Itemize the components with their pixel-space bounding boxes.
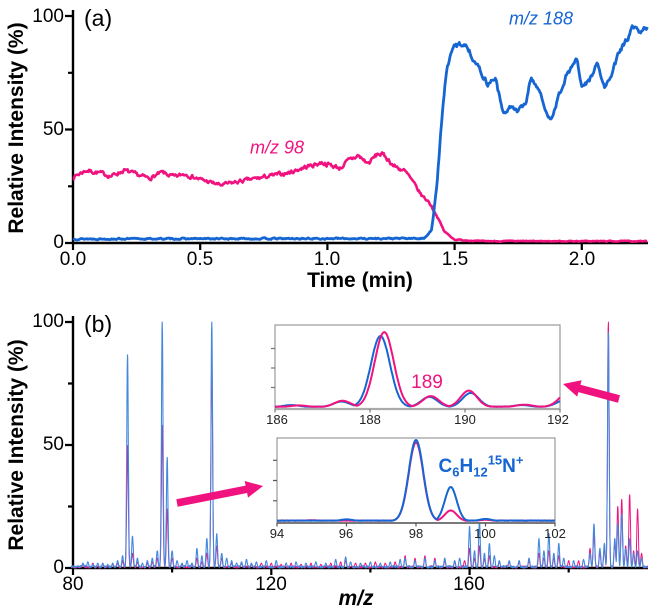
inset-188-xtick-192: 192 [547,412,569,427]
panel-b-tick-marks [65,320,570,575]
annotation-ion-formula: C6H1215N+ [439,452,524,479]
inset-188 [271,324,561,413]
inset-188-xtick-186: 186 [266,412,288,427]
formula-6: 6 [452,464,460,480]
inset-98 [273,437,556,527]
panel-a-xtick-2.0: 2.0 [568,249,596,270]
inset-98-blue-curve [276,439,556,522]
panel-a-xtick-1.5: 1.5 [441,249,469,270]
panel-a-label: (a) [84,5,113,31]
annotation-mz-98: m/z 98 [249,137,305,158]
panel-b-ytick-100: 100 [32,311,64,332]
inset-98-xtick-94: 94 [269,526,285,541]
panel-b-xtick-120: 120 [255,574,287,595]
formula-plus: + [515,452,524,468]
panel-a-xtick-1.0: 1.0 [313,249,341,270]
panel-b-xtick-80: 80 [62,574,84,595]
inset-98-xtick-98: 98 [408,526,424,541]
annotation-mz-188: m/z 188 [508,8,574,29]
formula-c: C [438,455,453,477]
panel-b-x-axis-title: m/z [338,587,374,610]
inset-98-ticks [273,459,556,527]
panel-a-axes [65,10,648,250]
inset-188-xtick-190: 190 [454,412,476,427]
panel-b-label: (b) [84,311,113,337]
panel-a-xtick-0.5: 0.5 [186,249,214,270]
arrow-to-inset-188 [563,380,620,403]
formula-15: 15 [487,452,503,468]
inset-188-xtick-188: 188 [359,412,381,427]
panel-a-ytick-50: 50 [42,119,64,140]
formula-12: 12 [473,464,488,480]
panel-a-y-axis-title: Relative Intensity (%) [5,22,28,234]
series-mz188-line [72,24,649,242]
panel-b-xtick-160: 160 [453,574,485,595]
inset-188-box [274,324,561,410]
spectrum-blue-trace [70,321,649,569]
formula-n: N [502,455,516,477]
panel-b-ytick-0: 0 [53,557,64,578]
annotation-189: 189 [411,372,443,393]
panel-b-ytick-50: 50 [42,434,64,455]
panel-a-ytick-0: 0 [53,232,64,253]
panel-b-axes [65,316,648,575]
panel-a-xtick-0.0: 0.0 [59,249,87,270]
inset-98-xtick-102: 102 [544,526,566,541]
panel-a-axis-lines [71,10,648,245]
formula-h: H [459,455,474,477]
panel-a-x-axis-title: Time (min) [307,269,413,292]
inset-98-xtick-100: 100 [474,526,496,541]
inset-98-xtick-96: 96 [338,526,354,541]
inset-98-box [276,437,556,524]
panel-a-ytick-100: 100 [32,6,64,27]
inset-188-ticks [271,347,561,413]
panel-b-y-axis-title: Relative Intensity (%) [5,339,28,551]
inset-188-pink-curve [274,331,561,408]
panel-a-tick-marks [65,14,583,250]
series-mz98-line [72,151,648,243]
arrow-to-inset-98 [176,481,263,507]
